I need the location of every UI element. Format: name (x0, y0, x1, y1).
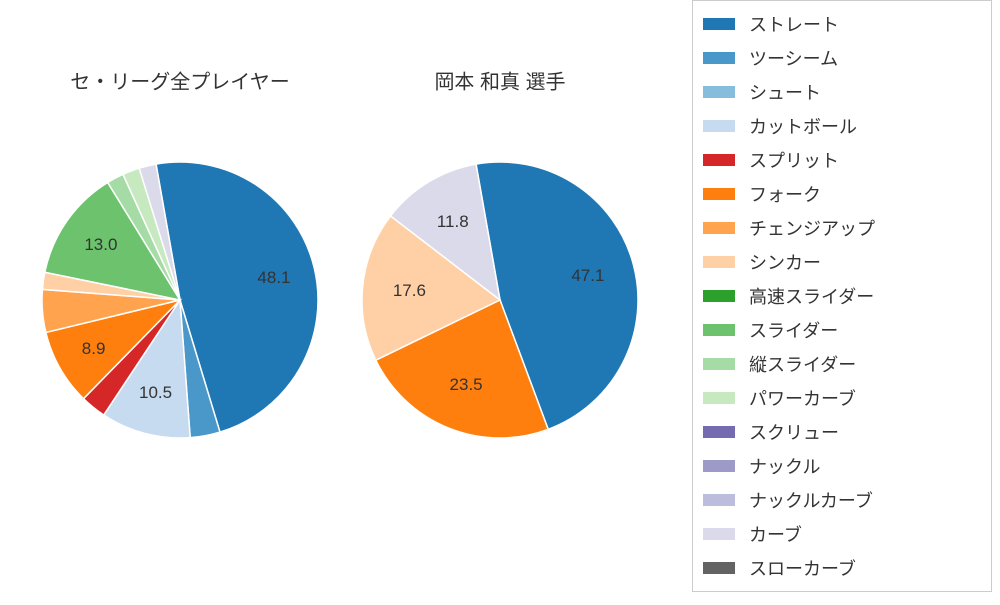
legend-item: スローカーブ (703, 551, 981, 585)
legend-swatch (703, 120, 735, 132)
legend-label: パワーカーブ (749, 385, 856, 411)
legend-label: ストレート (749, 11, 839, 37)
legend-label: ナックルカーブ (749, 487, 873, 513)
legend-swatch (703, 426, 735, 438)
legend-item: 高速スライダー (703, 279, 981, 313)
legend-swatch (703, 324, 735, 336)
legend-item: チェンジアップ (703, 211, 981, 245)
legend-label: 高速スライダー (749, 283, 874, 309)
legend-label: ナックル (749, 453, 820, 479)
legend-swatch (703, 188, 735, 200)
legend-item: ツーシーム (703, 41, 981, 75)
legend-item: シュート (703, 75, 981, 109)
legend-swatch (703, 18, 735, 30)
pie-label-left-2: 10.5 (139, 383, 172, 403)
legend-item: スプリット (703, 143, 981, 177)
pie-label-left-0: 48.1 (257, 268, 290, 288)
legend-swatch (703, 154, 735, 166)
pie-label-right-3: 11.8 (437, 212, 469, 232)
legend-label: ツーシーム (749, 45, 838, 71)
legend-label: 縦スライダー (749, 351, 856, 377)
legend-label: スプリット (749, 147, 839, 173)
legend-label: スローカーブ (749, 555, 856, 581)
legend-swatch (703, 528, 735, 540)
legend-item: スライダー (703, 313, 981, 347)
chart-title-right: 岡本 和真 選手 (434, 66, 565, 95)
legend-swatch (703, 562, 735, 574)
legend-item: カーブ (703, 517, 981, 551)
legend-swatch (703, 222, 735, 234)
pie-label-left-4: 8.9 (82, 339, 106, 359)
pie-label-right-0: 47.1 (571, 266, 604, 286)
legend-label: シンカー (749, 249, 821, 275)
legend-swatch (703, 290, 735, 302)
legend-label: スクリュー (749, 419, 839, 445)
legend-item: 縦スライダー (703, 347, 981, 381)
legend-label: シュート (749, 79, 821, 105)
pie-label-right-2: 17.6 (393, 281, 426, 301)
pie-label-left-7: 13.0 (84, 235, 117, 255)
legend-item: ストレート (703, 7, 981, 41)
legend-swatch (703, 52, 735, 64)
legend-label: スライダー (749, 317, 838, 343)
legend-item: パワーカーブ (703, 381, 981, 415)
legend-label: チェンジアップ (749, 215, 875, 241)
legend-item: ナックルカーブ (703, 483, 981, 517)
chart-container: セ・リーグ全プレイヤー 岡本 和真 選手 48.1 10.5 8.9 13.0 47.1 2… (0, 0, 1000, 600)
legend-label: フォーク (749, 181, 821, 207)
legend-swatch (703, 460, 735, 472)
legend-item: スクリュー (703, 415, 981, 449)
legend-swatch (703, 392, 735, 404)
legend-item: フォーク (703, 177, 981, 211)
legend-swatch (703, 358, 735, 370)
legend-item: シンカー (703, 245, 981, 279)
legend-swatch (703, 86, 735, 98)
chart-title-left: セ・リーグ全プレイヤー (70, 66, 289, 95)
legend-label: カーブ (749, 521, 802, 547)
pie-label-right-1: 23.5 (450, 375, 483, 395)
legend: ストレートツーシームシュートカットボールスプリットフォークチェンジアップシンカー… (692, 0, 992, 592)
legend-swatch (703, 494, 735, 506)
legend-item: ナックル (703, 449, 981, 483)
legend-swatch (703, 256, 735, 268)
legend-label: カットボール (749, 113, 857, 139)
legend-item: カットボール (703, 109, 981, 143)
